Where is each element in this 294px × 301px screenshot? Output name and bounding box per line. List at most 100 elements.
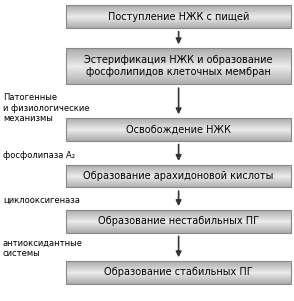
Bar [66, 171, 291, 172]
Bar [66, 262, 291, 263]
Bar [66, 53, 291, 54]
Bar [66, 73, 291, 74]
Bar [66, 71, 291, 72]
Bar [66, 122, 291, 123]
Bar [66, 27, 291, 28]
Bar [66, 78, 291, 79]
Bar [66, 22, 291, 23]
Bar [66, 55, 291, 56]
Bar [66, 282, 291, 283]
Bar [66, 51, 291, 52]
Bar [66, 277, 291, 278]
Bar [66, 215, 291, 216]
Bar [66, 62, 291, 63]
Bar [66, 212, 291, 213]
Bar [66, 127, 291, 128]
Bar [66, 169, 291, 170]
Bar [66, 165, 291, 187]
Bar [66, 126, 291, 127]
Bar [66, 8, 291, 9]
Bar [66, 134, 291, 135]
Bar [66, 5, 291, 28]
Bar [66, 173, 291, 174]
Bar [66, 24, 291, 25]
Text: Эстерификация НЖК и образование
фосфолипидов клеточных мембран: Эстерификация НЖК и образование фосфолип… [84, 55, 273, 77]
Bar [66, 21, 291, 22]
Bar [66, 217, 291, 218]
Bar [66, 74, 291, 75]
Text: антиоксидантные
системы: антиоксидантные системы [3, 239, 83, 258]
Bar [66, 81, 291, 82]
Bar [66, 20, 291, 21]
Bar [66, 210, 291, 211]
Bar [66, 214, 291, 215]
Bar [66, 279, 291, 280]
Bar [66, 125, 291, 126]
Bar [66, 129, 291, 130]
Bar [66, 227, 291, 228]
Text: Патогенные
и физиологические
механизмы: Патогенные и физиологические механизмы [3, 93, 89, 123]
Bar [66, 77, 291, 78]
Bar [66, 128, 291, 129]
Bar [66, 61, 291, 62]
Bar [66, 25, 291, 26]
Bar [66, 272, 291, 273]
Bar [66, 270, 291, 271]
Bar [66, 170, 291, 171]
Bar [66, 266, 291, 267]
Bar [66, 120, 291, 121]
Bar [66, 263, 291, 264]
Bar [66, 70, 291, 71]
Bar [66, 17, 291, 18]
Text: Образование нестабильных ПГ: Образование нестабильных ПГ [98, 216, 259, 226]
Bar [66, 119, 291, 120]
Bar [66, 48, 291, 84]
Bar [66, 218, 291, 219]
Bar [66, 16, 291, 17]
Bar [66, 12, 291, 13]
Bar [66, 281, 291, 282]
Bar [66, 133, 291, 134]
Bar [66, 13, 291, 14]
Bar [66, 219, 291, 220]
Bar [66, 138, 291, 139]
Bar [66, 177, 291, 178]
Bar [66, 23, 291, 24]
Bar [66, 184, 291, 185]
Bar [66, 224, 291, 225]
Bar [66, 59, 291, 60]
Bar [66, 180, 291, 181]
Bar [66, 49, 291, 50]
Bar [66, 181, 291, 182]
Bar [66, 6, 291, 7]
Bar [66, 223, 291, 224]
Bar [66, 186, 291, 187]
Bar [66, 118, 291, 141]
Bar [66, 269, 291, 270]
Bar [66, 52, 291, 53]
Bar [66, 276, 291, 277]
Bar [66, 178, 291, 179]
Text: циклооксигеназа: циклооксигеназа [3, 196, 80, 205]
Bar [66, 267, 291, 268]
Bar [66, 66, 291, 67]
Bar [66, 273, 291, 274]
Bar [66, 179, 291, 180]
Bar [66, 64, 291, 65]
Bar [66, 140, 291, 141]
Bar [66, 175, 291, 176]
Bar [66, 67, 291, 68]
Bar [66, 274, 291, 275]
Bar [66, 213, 291, 214]
Bar [66, 7, 291, 8]
Bar [66, 18, 291, 19]
Bar [66, 211, 291, 212]
Bar [66, 14, 291, 15]
Bar [66, 222, 291, 223]
Bar [66, 79, 291, 80]
Bar [66, 11, 291, 12]
Bar [66, 83, 291, 84]
Bar [66, 182, 291, 183]
Bar [66, 121, 291, 122]
Bar [66, 231, 291, 232]
